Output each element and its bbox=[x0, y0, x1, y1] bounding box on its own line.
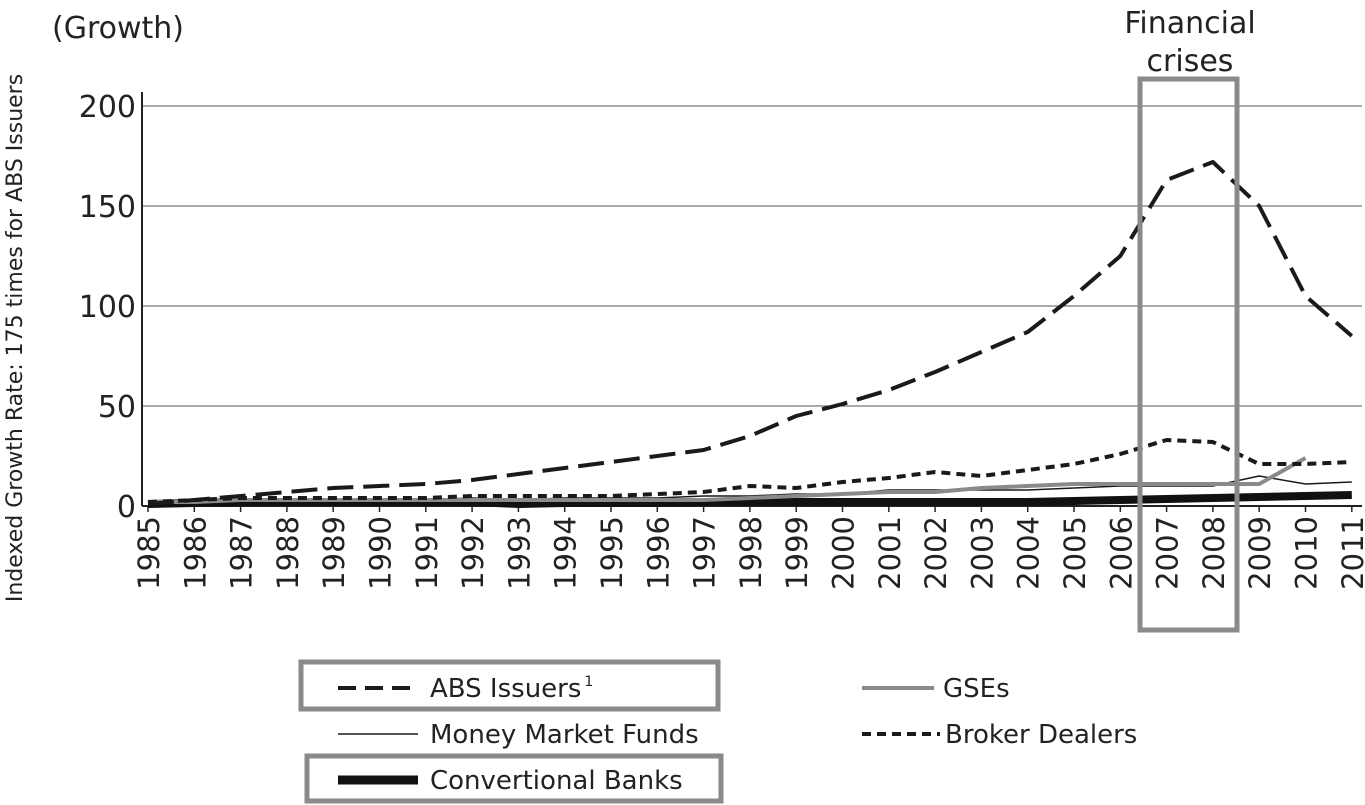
x-tick-label-2002: 2002 bbox=[919, 516, 953, 590]
x-tick-label-2011: 2011 bbox=[1336, 516, 1365, 590]
x-tick-label-1995: 1995 bbox=[595, 516, 629, 590]
x-tick-label-2004: 2004 bbox=[1012, 516, 1046, 590]
series-line-broker-dealers bbox=[147, 438, 1352, 504]
x-tick-label-1993: 1993 bbox=[502, 516, 536, 590]
series-line-gses bbox=[148, 456, 1307, 504]
y-axis-title: Indexed Growth Rate: 175 times for ABS I… bbox=[3, 74, 28, 602]
legend-abs-text: ABS Issuers bbox=[430, 674, 581, 704]
y-tick-label-150: 150 bbox=[79, 190, 136, 225]
y-tick-label-50: 50 bbox=[98, 390, 136, 425]
x-tick-label-1986: 1986 bbox=[178, 516, 212, 590]
gridlines bbox=[142, 105, 1362, 407]
x-tick-label-2008: 2008 bbox=[1197, 516, 1231, 590]
crises-box bbox=[1137, 76, 1240, 633]
legend: ABS Issuers 1 Money Market Funds Converti… bbox=[298, 659, 1137, 804]
growth-label: (Growth) bbox=[52, 11, 184, 46]
legend-gses-label: GSEs bbox=[943, 674, 1010, 704]
x-tick-label-2003: 2003 bbox=[965, 516, 999, 590]
x-tick-label-2009: 2009 bbox=[1243, 516, 1277, 590]
legend-banks-label: Convertional Banks bbox=[430, 766, 683, 796]
crises-label-line-1: Financial bbox=[1124, 6, 1255, 41]
x-tick-label-1991: 1991 bbox=[410, 516, 444, 590]
y-tick-labels: 0 50 100 150 200 bbox=[79, 90, 136, 525]
crises-label-line-2: crises bbox=[1147, 44, 1234, 79]
x-tick-label-1987: 1987 bbox=[225, 516, 259, 590]
legend-abs-box bbox=[298, 659, 721, 712]
x-tick-label-1988: 1988 bbox=[271, 516, 305, 590]
x-tick-label-2010: 2010 bbox=[1290, 516, 1324, 590]
legend-mmf-label: Money Market Funds bbox=[430, 720, 699, 750]
x-tick-label-1992: 1992 bbox=[456, 516, 490, 590]
legend-abs-label: ABS Issuers 1 bbox=[430, 674, 593, 704]
y-tick-label-0: 0 bbox=[117, 490, 136, 525]
legend-broker-label: Broker Dealers bbox=[945, 720, 1137, 750]
x-tick-label-2005: 2005 bbox=[1058, 516, 1092, 590]
x-tick-label-2006: 2006 bbox=[1104, 516, 1138, 590]
y-tick-label-200: 200 bbox=[79, 90, 136, 125]
x-tick-labels: 1985 1986 1987 1988 1989 1990 1991 1992 1993 1994… bbox=[132, 516, 1365, 590]
x-tick-label-1996: 1996 bbox=[641, 516, 675, 590]
x-tick-label-1998: 1998 bbox=[734, 516, 768, 590]
financial-crises-highlight: Financial crises bbox=[1124, 6, 1256, 633]
x-tick-label-1990: 1990 bbox=[364, 516, 398, 590]
axes bbox=[141, 92, 1362, 512]
x-tick-label-1985: 1985 bbox=[132, 516, 166, 590]
x-tick-label-1997: 1997 bbox=[688, 516, 722, 590]
y-tick-label-100: 100 bbox=[79, 290, 136, 325]
legend-abs-superscript: 1 bbox=[584, 674, 593, 690]
x-tick-label-2000: 2000 bbox=[827, 516, 861, 590]
legend-banks-box bbox=[304, 753, 724, 804]
x-tick-label-1999: 1999 bbox=[780, 516, 814, 590]
x-tick-label-1994: 1994 bbox=[549, 516, 583, 590]
series-line-abs-issuers bbox=[147, 160, 1354, 506]
series-lines bbox=[147, 160, 1354, 508]
x-tick-label-2007: 2007 bbox=[1151, 516, 1185, 590]
x-tick-label-2001: 2001 bbox=[873, 516, 907, 590]
x-tick-label-1989: 1989 bbox=[317, 516, 351, 590]
